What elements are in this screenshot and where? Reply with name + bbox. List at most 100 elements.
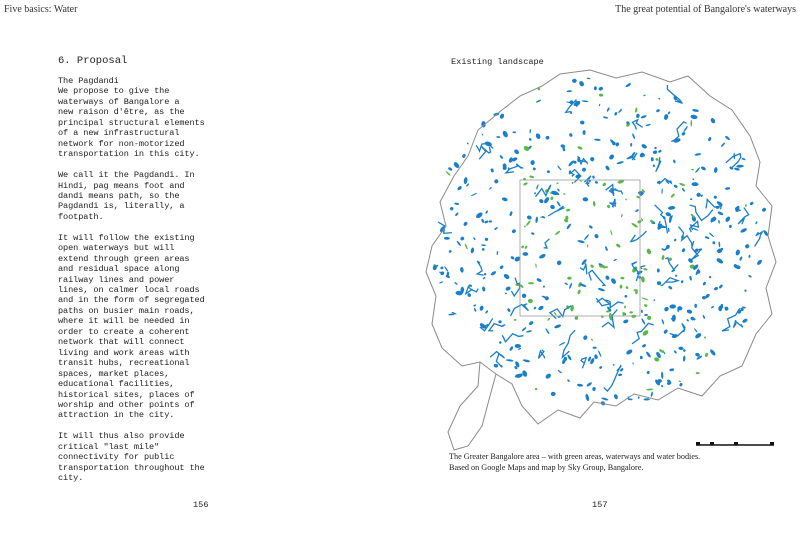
water-body	[694, 328, 698, 333]
text-line: It will thus also provide	[58, 431, 185, 442]
water-body	[725, 135, 730, 141]
water-body	[680, 280, 684, 284]
water-body	[605, 165, 610, 171]
water-body	[592, 346, 597, 349]
waterway	[487, 322, 506, 332]
waterway	[564, 98, 581, 114]
water-body	[745, 244, 750, 249]
water-body	[611, 278, 616, 284]
water-body	[650, 391, 653, 398]
running-header-left: Five basics: Water	[4, 4, 78, 15]
water-body	[533, 306, 537, 310]
water-body	[593, 86, 597, 91]
water-body	[702, 281, 706, 286]
water-body	[557, 165, 562, 171]
water-body	[505, 359, 514, 362]
water-body	[757, 259, 762, 265]
body-text: The Pagdandi We propose to give the waterw…	[58, 76, 205, 494]
water-body	[566, 223, 571, 230]
green-area	[647, 315, 652, 320]
waterway	[475, 260, 484, 276]
water-body	[569, 282, 573, 289]
water-body	[641, 318, 646, 325]
waterway	[660, 276, 681, 287]
green-area	[563, 193, 566, 195]
water-body	[605, 275, 610, 280]
water-body	[567, 354, 572, 361]
green-area	[521, 245, 524, 249]
waterway	[489, 350, 503, 368]
waterway	[437, 221, 453, 235]
waterway	[547, 205, 566, 217]
water-body	[535, 133, 541, 140]
waterway	[479, 317, 494, 332]
water-body	[508, 157, 513, 163]
water-body	[594, 181, 599, 184]
water-body	[455, 212, 459, 217]
water-body	[690, 198, 693, 201]
green-area	[641, 276, 645, 283]
green-area	[599, 264, 605, 268]
green-area	[527, 298, 533, 304]
water-body	[735, 249, 740, 256]
green-area	[695, 372, 700, 375]
water-body	[522, 370, 528, 377]
water-body	[643, 398, 650, 401]
green-area	[556, 182, 559, 185]
text-line: living and work areas with	[58, 347, 190, 358]
text-line: attraction in the city.	[58, 410, 175, 421]
water-body	[716, 249, 721, 253]
water-body	[721, 142, 725, 147]
water-body	[484, 220, 489, 224]
water-body	[671, 314, 676, 322]
water-body	[663, 329, 668, 334]
water-body	[545, 373, 551, 379]
water-body	[639, 355, 643, 360]
running-header-right: The great potential of Bangalore's water…	[615, 4, 796, 15]
water-body	[614, 112, 618, 116]
water-body	[613, 394, 618, 400]
water-body	[705, 293, 710, 299]
water-body	[658, 97, 661, 100]
green-area	[529, 175, 535, 179]
water-body	[661, 248, 666, 251]
water-body	[592, 387, 596, 391]
water-body	[626, 121, 630, 125]
water-body	[708, 275, 712, 279]
text-line: railway lines and power	[58, 274, 175, 285]
water-body	[535, 216, 538, 223]
water-body	[579, 81, 585, 87]
green-area	[629, 311, 633, 314]
text-line: Pagdandi is, literally, a	[58, 201, 185, 212]
water-body	[669, 368, 675, 372]
water-body	[554, 324, 562, 329]
water-body	[515, 373, 523, 378]
water-body	[557, 370, 562, 374]
water-body	[679, 382, 683, 387]
water-body	[473, 237, 476, 241]
paragraph: We call it the Pagdandi. In Hindi, pag me…	[58, 170, 205, 222]
water-body	[586, 77, 591, 80]
text-line: Hindi, pag means foot and	[58, 180, 185, 191]
water-body	[467, 293, 471, 297]
waterway	[464, 285, 479, 296]
water-body	[490, 168, 494, 173]
green-area	[513, 318, 517, 321]
water-body	[655, 379, 661, 386]
water-body	[525, 330, 533, 333]
green-area	[704, 352, 709, 357]
water-body	[673, 350, 677, 354]
water-body	[473, 308, 477, 312]
water-body	[625, 83, 631, 88]
water-body	[749, 201, 754, 206]
water-body	[496, 136, 501, 138]
water-body	[521, 293, 527, 299]
waterway	[665, 256, 679, 273]
water-body	[661, 188, 663, 195]
green-area	[641, 218, 643, 222]
water-body	[661, 371, 664, 379]
water-body	[642, 344, 647, 348]
water-body	[456, 240, 461, 247]
water-body	[598, 86, 604, 91]
green-area	[567, 276, 572, 280]
